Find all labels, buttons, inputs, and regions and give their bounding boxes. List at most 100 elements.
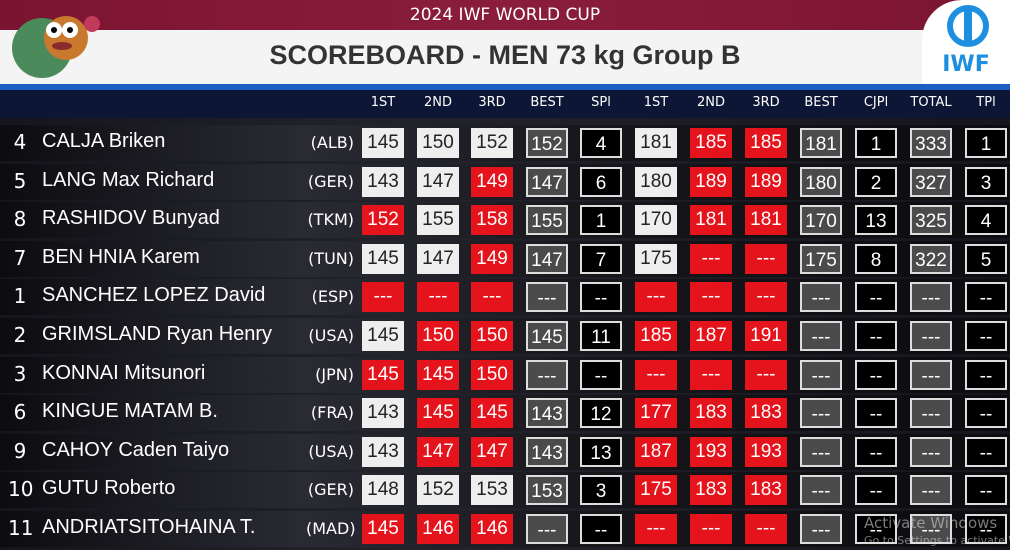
result-cell: 189	[690, 166, 732, 197]
result-cell: ---	[362, 282, 404, 313]
column-header: 3RD	[478, 95, 506, 110]
result-cell: ---	[910, 475, 952, 506]
result-cell: 5	[965, 243, 1007, 274]
column-header: 1ST	[643, 95, 669, 110]
country: (JPN)	[315, 364, 354, 384]
result-cell: 185	[690, 128, 732, 158]
athlete-name: CAHOY Caden Taiyo	[42, 438, 230, 461]
column-header: BEST	[530, 95, 564, 110]
result-cell: ---	[800, 321, 842, 351]
result-cell: ---	[800, 398, 842, 429]
country: (FRA)	[310, 403, 354, 423]
lot-number: 10	[8, 477, 34, 502]
top-bar	[0, 0, 1010, 30]
result-cell: 147	[417, 166, 459, 197]
result-cell: 322	[910, 243, 952, 274]
result-cell: ---	[526, 282, 568, 313]
result-cell: --	[855, 475, 897, 506]
result-cell: ---	[690, 243, 732, 274]
result-cell: 12	[580, 398, 622, 429]
result-cell: 143	[362, 398, 404, 429]
result-cell: ---	[910, 436, 952, 467]
result-cell: 1	[855, 128, 897, 158]
result-cell: 175	[800, 243, 842, 274]
result-cell: 1	[580, 205, 622, 236]
result-cell: 185	[635, 321, 677, 351]
column-header: BEST	[804, 95, 838, 110]
result-cell: --	[855, 282, 897, 313]
country: (GER)	[307, 480, 354, 500]
result-cell: 143	[362, 166, 404, 197]
lot-number: 9	[13, 438, 27, 463]
athlete-name: GUTU Roberto	[42, 477, 176, 500]
result-cell: 145	[417, 398, 459, 429]
result-cell: ---	[471, 282, 513, 313]
result-cell: 180	[635, 166, 677, 197]
athlete-name: LANG Max Richard	[42, 168, 215, 191]
watermark-subtitle: Go to Settings to activate Windows.	[864, 534, 1010, 547]
result-cell: 181	[745, 205, 787, 236]
country: (USA)	[308, 441, 354, 461]
result-cell: --	[965, 398, 1007, 429]
lot-number: 2	[13, 323, 27, 347]
result-cell: 7	[580, 243, 622, 274]
result-cell: 145	[417, 359, 459, 390]
result-cell: 13	[580, 436, 622, 467]
result-cell: 145	[362, 243, 404, 274]
result-cell: --	[855, 514, 897, 544]
column-header: 3RD	[752, 95, 780, 110]
result-cell: 145	[362, 359, 404, 390]
event-title: 2024 IWF WORLD CUP	[409, 5, 601, 25]
result-cell: --	[580, 282, 622, 313]
result-cell: 193	[690, 436, 732, 467]
result-cell: 333	[910, 128, 952, 158]
result-cell: 146	[471, 514, 513, 544]
logo-text: IWF	[942, 52, 990, 77]
result-cell: ---	[800, 282, 842, 313]
result-cell: 189	[745, 166, 787, 197]
mascot	[12, 16, 100, 78]
watermark-title: Activate Windows	[864, 514, 998, 532]
result-cell: 180	[800, 166, 842, 197]
result-cell: 11	[580, 321, 622, 351]
result-cell: ---	[800, 514, 842, 544]
result-cell: 6	[580, 166, 622, 197]
athlete-name: GRIMSLAND Ryan Henry	[42, 323, 273, 345]
result-cell: 145	[526, 321, 568, 351]
column-header: TOTAL	[910, 95, 952, 110]
athlete-name: CALJA Briken	[42, 130, 166, 152]
result-cell: --	[965, 321, 1007, 351]
athlete-name: BEN HNIA Karem	[42, 245, 200, 268]
result-cell: ---	[800, 436, 842, 467]
result-cell: 183	[745, 398, 787, 429]
result-cell: 147	[526, 166, 568, 197]
column-header: SPl	[591, 95, 611, 110]
lot-number: 1	[13, 284, 27, 309]
result-cell: 193	[745, 436, 787, 467]
country: (GER)	[307, 171, 354, 191]
result-cell: --	[855, 436, 897, 467]
result-cell: --	[965, 514, 1007, 544]
result-cell: ---	[635, 514, 677, 544]
result-cell: 8	[855, 243, 897, 274]
result-cell: 183	[690, 398, 732, 429]
lot-number: 4	[13, 130, 27, 154]
result-cell: ---	[526, 359, 568, 390]
result-cell: 13	[855, 205, 897, 236]
result-cell: 149	[471, 243, 513, 274]
result-cell: ---	[690, 359, 732, 390]
result-cell: --	[580, 514, 622, 544]
column-header-bar	[0, 90, 1010, 118]
result-cell: 148	[362, 475, 404, 506]
result-cell: 187	[635, 436, 677, 467]
logo-mark	[947, 5, 989, 47]
result-cell: ---	[745, 282, 787, 313]
column-header: TPl	[976, 95, 996, 110]
result-cell: 155	[417, 205, 459, 236]
result-cell: 175	[635, 243, 677, 274]
result-cell: 145	[362, 321, 404, 351]
result-cell: 158	[471, 205, 513, 236]
lot-number: 7	[13, 245, 27, 270]
result-cell: 181	[690, 205, 732, 236]
